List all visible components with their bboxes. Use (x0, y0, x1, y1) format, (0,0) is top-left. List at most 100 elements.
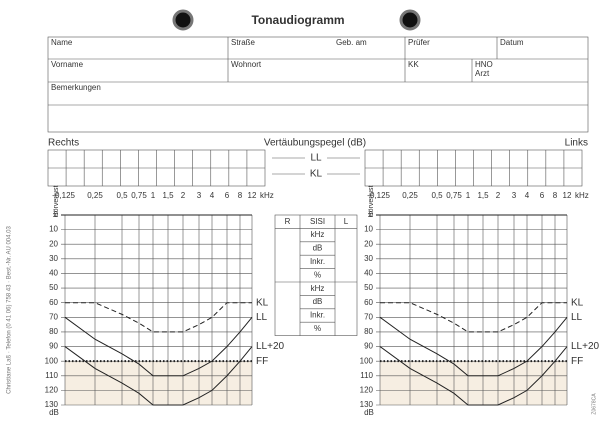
left-label: Links (565, 138, 588, 149)
punch-hole (172, 9, 194, 31)
curve-label: LL (256, 312, 268, 323)
freq-label: 3 (197, 191, 202, 200)
level-label: 20 (49, 239, 58, 248)
sisi-header: L (344, 217, 349, 226)
sisi-cell: Inkr. (310, 257, 325, 266)
level-label: 10 (364, 225, 373, 234)
freq-label: 0,125 (55, 191, 76, 200)
level-label: 40 (364, 269, 373, 278)
sisi-cell: dB (313, 244, 323, 253)
level-label: 30 (49, 254, 58, 263)
punch-hole (399, 9, 421, 31)
curve-label: LL (571, 312, 583, 323)
freq-label: 12 (563, 191, 572, 200)
freq-label: 2 (496, 191, 501, 200)
freq-label: 3 (512, 191, 517, 200)
level-label: 90 (49, 342, 58, 351)
sisi-cell: kHz (311, 284, 325, 293)
code: Z0678CA (591, 393, 597, 415)
level-label: 40 (49, 269, 58, 278)
level-label: 120 (45, 385, 59, 394)
curve-label: KL (571, 297, 584, 308)
freq-label: 8 (553, 191, 558, 200)
level-label: 0 (54, 210, 59, 219)
field-label: Datum (500, 38, 524, 47)
side-note: Christiane Laß · Telefon (0 41 06) 758 4… (7, 226, 13, 394)
level-label: 130 (45, 400, 59, 409)
freq-label: 0,25 (402, 191, 418, 200)
axis-label: Hörverlust (368, 186, 375, 218)
shaded-zone (65, 361, 252, 405)
curve-label: LL+20 (571, 341, 600, 352)
level-label: 30 (364, 254, 373, 263)
right-label: Rechts (48, 138, 79, 149)
field-label: Straße (231, 38, 256, 47)
freq-label: 8 (238, 191, 243, 200)
field-label: Arzt (475, 69, 490, 78)
curve (379, 346, 568, 406)
curve-label: FF (571, 356, 583, 367)
level-label: 100 (360, 356, 374, 365)
masking-title: Vertäubungspegel (dB) (264, 138, 366, 149)
freq-label: 4 (210, 191, 215, 200)
field-label: Prüfer (408, 38, 430, 47)
field-label: Geb. am (336, 38, 367, 47)
title: Tonaudiogramm (251, 13, 344, 27)
level-label: 110 (45, 371, 58, 380)
form-box (47, 36, 589, 133)
freq-label: 0,75 (131, 191, 147, 200)
sisi-box (274, 214, 358, 336)
level-label: 20 (364, 239, 373, 248)
field-label: Wohnort (231, 60, 262, 69)
freq-label: 1,5 (162, 191, 174, 200)
field-label: KK (408, 60, 419, 69)
sisi-cell: kHz (311, 230, 325, 239)
level-label: 120 (360, 385, 374, 394)
curve (65, 302, 252, 333)
field-label: Name (51, 38, 73, 47)
curve-label: KL (256, 297, 269, 308)
freq-label: 6 (540, 191, 545, 200)
level-label: 70 (49, 312, 58, 321)
sisi-cell: Inkr. (310, 311, 325, 320)
curve (64, 316, 253, 377)
sisi-header: R (285, 217, 291, 226)
sisi-cell: % (314, 270, 321, 279)
level-label: 60 (364, 298, 373, 307)
curve (64, 346, 253, 406)
shaded-zone (380, 361, 567, 405)
level-label: 70 (364, 312, 373, 321)
freq-label: 12 (248, 191, 257, 200)
curve-label: LL+20 (256, 341, 285, 352)
freq-label: 0,5 (116, 191, 128, 200)
freq-label: 0,25 (87, 191, 103, 200)
level-unit: dB (49, 408, 59, 417)
freq-unit: kHz (575, 191, 589, 200)
level-label: 0 (369, 210, 374, 219)
kl-label: KL (310, 169, 323, 180)
freq-label: 4 (525, 191, 530, 200)
curve (380, 302, 567, 333)
freq-label: 1,5 (477, 191, 489, 200)
freq-label: 0,5 (431, 191, 443, 200)
sisi-cell: % (314, 324, 321, 333)
level-label: 60 (49, 298, 58, 307)
level-label: 90 (364, 342, 373, 351)
curve (379, 316, 568, 377)
freq-label: 1 (466, 191, 471, 200)
freq-label: 2 (181, 191, 186, 200)
ll-label: LL (310, 153, 322, 164)
level-label: 50 (49, 283, 58, 292)
level-unit: dB (364, 408, 374, 417)
freq-label: 0,125 (370, 191, 391, 200)
axis-label: Hörverlust (53, 186, 60, 218)
freq-label: 0,75 (446, 191, 462, 200)
freq-unit: kHz (260, 191, 274, 200)
freq-label: 1 (151, 191, 156, 200)
field-label: Bemerkungen (51, 83, 101, 92)
level-label: 80 (49, 327, 58, 336)
level-label: 110 (360, 371, 373, 380)
sisi-header: SISI (310, 217, 325, 226)
freq-label: 6 (225, 191, 230, 200)
